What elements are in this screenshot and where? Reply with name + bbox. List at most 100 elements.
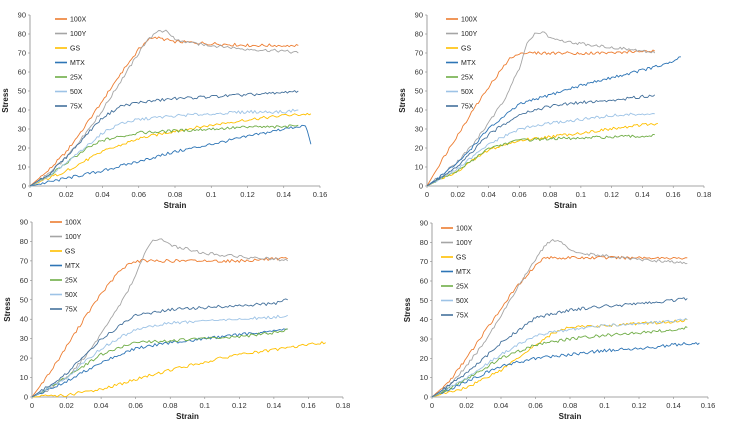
series-line-mtx (29, 124, 312, 187)
legend-label-75x: 75X (461, 104, 474, 111)
x-tick-label: 0.02 (459, 401, 474, 410)
y-tick-label: 50 (20, 295, 28, 304)
legend-label-75x: 75X (456, 313, 469, 320)
y-tick-label: 50 (415, 87, 423, 96)
x-axis-title: Strain (164, 201, 187, 210)
y-tick-label: 40 (18, 106, 26, 115)
chart-bottom-right: 0 10 20 30 40 50 60 70 80 90 0 0.02 0.04 0.06 0.08 0.1 0… (403, 219, 715, 422)
series-line-100y (426, 31, 656, 187)
legend-label-100y: 100Y (65, 234, 82, 241)
legend-label-gs: GS (70, 46, 80, 53)
series-line-75x (31, 298, 288, 398)
y-tick-label: 10 (18, 163, 26, 172)
legend-label-100x: 100X (65, 220, 82, 227)
x-tick-label: 0.14 (635, 190, 650, 199)
y-tick-label: 20 (18, 144, 26, 153)
series-line-50x (426, 112, 655, 187)
y-tick-label: 20 (415, 144, 423, 153)
x-tick-label: 0 (430, 401, 434, 410)
x-tick-label: 0.04 (95, 190, 110, 199)
x-axis-title: Strain (176, 412, 199, 421)
x-tick-label: 0 (425, 190, 429, 199)
y-tick-label: 30 (18, 125, 26, 134)
legend-label-25x: 25X (461, 75, 474, 82)
series-line-100x (426, 49, 656, 187)
legend-label-gs: GS (461, 46, 471, 53)
series-line-25x (29, 124, 299, 187)
x-tick-label: 0.06 (528, 401, 543, 410)
series-line-100y (31, 238, 289, 398)
series-line-gs (31, 341, 326, 398)
legend-label-mtx: MTX (461, 60, 476, 67)
y-tick-label: 70 (18, 49, 26, 58)
series-line-gs (29, 112, 312, 187)
x-tick-label: 0.02 (450, 190, 465, 199)
legend-label-100y: 100Y (70, 31, 87, 38)
y-tick-label: 60 (20, 276, 28, 285)
legend-label-50x: 50X (65, 292, 78, 299)
x-tick-label: 0.12 (232, 401, 247, 410)
x-tick-label: 0.14 (276, 190, 291, 199)
x-tick-label: 0 (28, 190, 32, 199)
legend-label-75x: 75X (70, 104, 83, 111)
series-line-mtx (31, 328, 288, 398)
y-tick-label: 40 (420, 315, 428, 324)
legend-label-50x: 50X (70, 89, 83, 96)
legend-label-50x: 50X (456, 298, 469, 305)
x-tick-label: 0.16 (666, 190, 681, 199)
y-tick-label: 10 (420, 373, 428, 382)
chart-top-left: 0 10 20 30 40 50 60 70 80 90 0 0.02 0.04 0.06 0.08 0.1 0… (1, 11, 327, 211)
y-tick-label: 30 (415, 125, 423, 134)
series-line-gs (426, 122, 658, 187)
series-line-mtx (426, 56, 681, 187)
legend-label-100x: 100X (456, 226, 473, 233)
y-tick-label: 80 (20, 237, 28, 246)
x-tick-label: 0.08 (543, 190, 558, 199)
x-tick-label: 0.02 (59, 401, 74, 410)
x-tick-label: 0.16 (701, 401, 716, 410)
series-line-75x (29, 90, 299, 187)
series-line-50x (31, 314, 288, 398)
y-tick-label: 60 (415, 68, 423, 77)
y-tick-label: 30 (20, 334, 28, 343)
x-tick-label: 0.12 (240, 190, 255, 199)
x-tick-label: 0.1 (576, 190, 586, 199)
x-tick-label: 0.18 (697, 190, 712, 199)
series-line-100x (431, 255, 688, 398)
x-tick-label: 0 (30, 401, 34, 410)
y-tick-label: 50 (420, 296, 428, 305)
x-tick-label: 0.16 (301, 401, 316, 410)
y-tick-label: 0 (424, 393, 428, 402)
y-tick-label: 80 (420, 238, 428, 247)
y-tick-label: 0 (22, 182, 26, 191)
series-line-100y (431, 239, 688, 398)
y-tick-label: 20 (420, 354, 428, 363)
y-tick-label: 40 (20, 315, 28, 324)
legend-label-50x: 50X (461, 89, 474, 96)
x-tick-label: 0.1 (206, 190, 216, 199)
legend-label-gs: GS (65, 249, 75, 256)
legend-label-mtx: MTX (456, 269, 471, 276)
series-line-75x (426, 94, 656, 187)
series-line-100x (31, 257, 288, 398)
y-tick-label: 60 (420, 277, 428, 286)
y-tick-label: 90 (18, 11, 26, 20)
y-tick-label: 60 (18, 68, 26, 77)
legend-label-100y: 100Y (461, 31, 478, 38)
x-tick-label: 0.12 (604, 190, 619, 199)
x-axis-title: Strain (554, 201, 577, 210)
y-tick-label: 20 (20, 354, 28, 363)
y-tick-label: 10 (20, 373, 28, 382)
legend-label-mtx: MTX (65, 263, 80, 270)
y-tick-label: 70 (20, 256, 28, 265)
y-axis-title: Stress (403, 297, 412, 322)
x-tick-label: 0.04 (481, 190, 496, 199)
y-axis-title: Stress (398, 88, 407, 113)
series-line-50x (29, 108, 299, 187)
series-line-25x (426, 133, 655, 187)
x-tick-label: 0.14 (666, 401, 681, 410)
series-line-mtx (431, 342, 700, 398)
chart-top-right: 0 10 20 30 40 50 60 70 80 90 0 0.02 0.04 0.06 0.08 0.1 0… (398, 11, 711, 211)
legend-label-100y: 100Y (456, 240, 473, 247)
y-tick-label: 70 (420, 257, 428, 266)
